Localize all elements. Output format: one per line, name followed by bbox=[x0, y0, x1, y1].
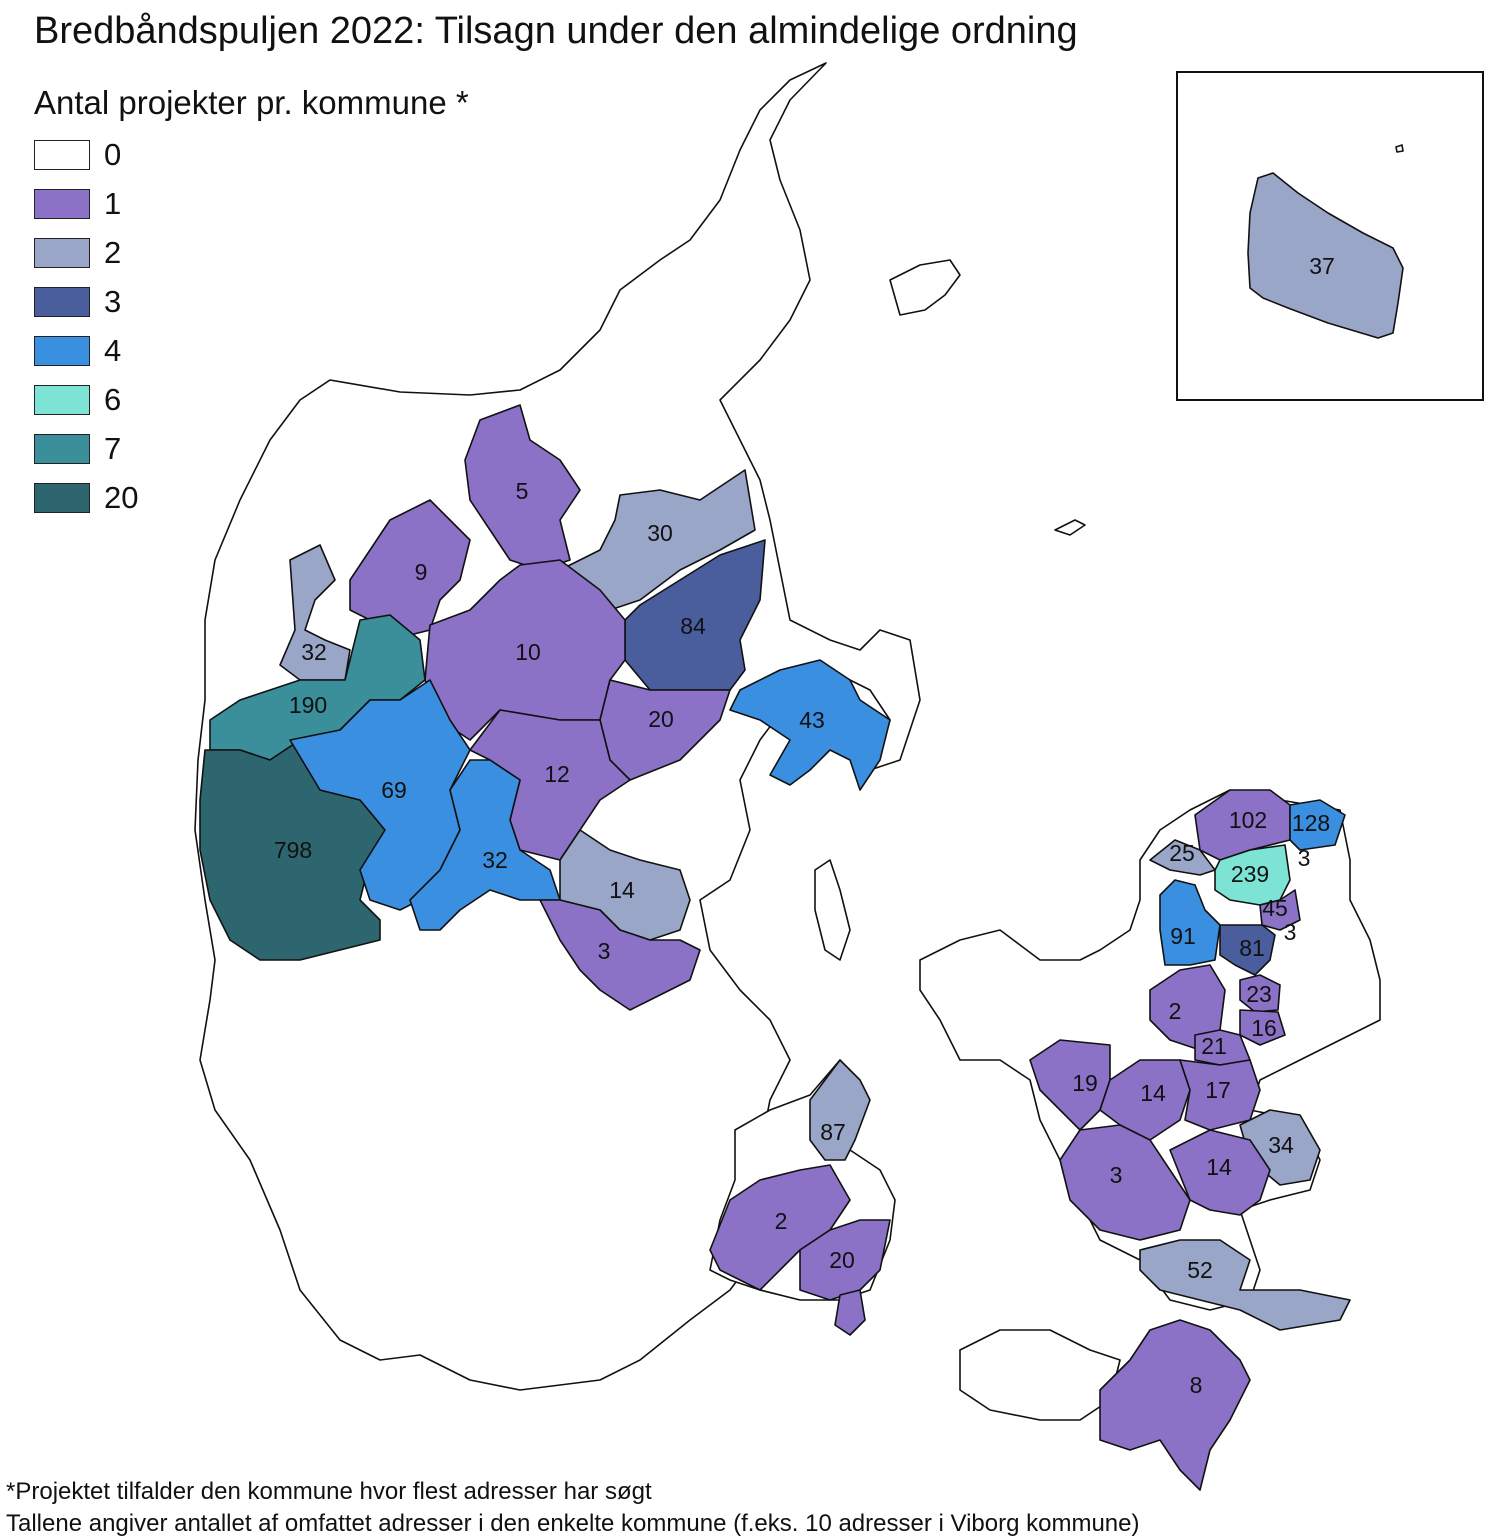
island-laesoe bbox=[889, 259, 961, 316]
label-rudersdal: 3 bbox=[1284, 919, 1297, 945]
label-jammerbugt: 30 bbox=[647, 520, 673, 546]
region-helsingoer bbox=[1289, 799, 1346, 851]
bornholm-inset: 37 bbox=[1176, 71, 1484, 401]
region-thisted bbox=[464, 404, 581, 571]
label-greve: 21 bbox=[1201, 1033, 1227, 1059]
label-ikast: 32 bbox=[482, 847, 508, 873]
region-hilleroed bbox=[1214, 844, 1291, 906]
region-langeland bbox=[834, 1289, 866, 1336]
legend-swatch bbox=[34, 139, 90, 170]
bornholm-map: 37 bbox=[1247, 144, 1404, 339]
label-frederikssund: 91 bbox=[1170, 923, 1196, 949]
legend-label: 0 bbox=[104, 136, 122, 172]
label-morsoe: 9 bbox=[415, 559, 428, 585]
legend: Antal projekter pr. kommune * 0 1 2 3 4 … bbox=[34, 84, 469, 522]
region-jammerbugt bbox=[559, 469, 756, 611]
region-nyborg bbox=[809, 1059, 871, 1161]
label-svendborg: 20 bbox=[829, 1247, 855, 1273]
legend-label: 3 bbox=[104, 283, 122, 319]
region-ikast bbox=[409, 759, 561, 931]
region-djursland bbox=[729, 659, 891, 791]
label-djursland: 43 bbox=[799, 707, 825, 733]
region-bornholm bbox=[1247, 172, 1404, 339]
label-guldborgsund: 8 bbox=[1190, 1372, 1203, 1398]
label-roskilde: 2 bbox=[1169, 998, 1182, 1024]
label-faxe: 14 bbox=[1206, 1154, 1232, 1180]
island-anholt bbox=[1054, 519, 1086, 536]
label-vordingborg: 52 bbox=[1187, 1257, 1213, 1283]
label-egedal: 81 bbox=[1239, 935, 1265, 961]
legend-label: 6 bbox=[104, 381, 122, 417]
label-stevns: 34 bbox=[1268, 1132, 1294, 1158]
footnote-line2: Tallene angiver antallet af omfattet adr… bbox=[6, 1510, 1140, 1537]
label-holbaek: 19 bbox=[1072, 1070, 1098, 1096]
legend-item: 1 bbox=[34, 179, 469, 228]
legend-swatch bbox=[34, 237, 90, 268]
label-soroe: 14 bbox=[1140, 1080, 1166, 1106]
legend-swatch bbox=[34, 335, 90, 366]
label-ringkoebing: 798 bbox=[274, 837, 312, 863]
label-viborg: 10 bbox=[515, 639, 541, 665]
legend-item: 2 bbox=[34, 228, 469, 277]
label-fredensborg: 3 bbox=[1298, 845, 1311, 871]
legend-title: Antal projekter pr. kommune * bbox=[34, 84, 469, 121]
footnote-line1: *Projektet tilfalder den kommune hvor fl… bbox=[6, 1478, 652, 1505]
legend-swatch bbox=[34, 286, 90, 317]
region-soroe bbox=[1099, 1059, 1191, 1141]
label-faaborg: 2 bbox=[775, 1208, 788, 1234]
lolland-landmass bbox=[959, 1329, 1121, 1421]
region-faxe bbox=[1169, 1129, 1271, 1216]
legend-item: 3 bbox=[34, 277, 469, 326]
legend-label: 1 bbox=[104, 185, 122, 221]
legend-item: 20 bbox=[34, 473, 469, 522]
legend-label: 20 bbox=[104, 479, 139, 515]
label-horsens: 3 bbox=[598, 938, 611, 964]
region-furesoe bbox=[1239, 974, 1281, 1013]
region-guldborgsund bbox=[1099, 1319, 1251, 1491]
legend-label: 7 bbox=[104, 430, 122, 466]
label-nyborg: 87 bbox=[820, 1119, 846, 1145]
label-silkeborg: 12 bbox=[544, 761, 570, 787]
legend-item: 7 bbox=[34, 424, 469, 473]
label-randers: 20 bbox=[648, 706, 674, 732]
region-vordingborg bbox=[1139, 1239, 1351, 1331]
legend-swatch bbox=[34, 482, 90, 513]
region-horsens bbox=[539, 899, 701, 1011]
label-gribskov: 102 bbox=[1229, 807, 1267, 833]
legend-swatch bbox=[34, 384, 90, 415]
legend-item: 4 bbox=[34, 326, 469, 375]
label-holstebro: 190 bbox=[289, 692, 327, 718]
region-glostrup bbox=[1239, 1009, 1286, 1046]
label-alleroed: 45 bbox=[1262, 895, 1288, 921]
legend-label: 2 bbox=[104, 234, 122, 270]
label-vesthimmerland: 84 bbox=[680, 613, 706, 639]
region-lemvig bbox=[279, 544, 351, 681]
region-svendborg bbox=[799, 1219, 891, 1301]
label-hilleroed: 239 bbox=[1231, 861, 1269, 887]
island-samsoe bbox=[814, 859, 851, 961]
label-glostrup: 16 bbox=[1251, 1015, 1277, 1041]
label-helsingoer: 128 bbox=[1292, 810, 1330, 836]
map-labels: 5 30 84 9 32 10 20 43 190 69 798 12 32 1… bbox=[274, 478, 1330, 1398]
island-ertholmene bbox=[1395, 144, 1404, 153]
region-egedal bbox=[1219, 924, 1276, 976]
legend-swatch bbox=[34, 433, 90, 464]
region-frederikssund bbox=[1159, 879, 1221, 966]
label-thisted: 5 bbox=[516, 478, 529, 504]
legend-item: 0 bbox=[34, 130, 469, 179]
label-lemvig: 32 bbox=[301, 639, 327, 665]
label-naestved: 3 bbox=[1110, 1162, 1123, 1188]
label-halsnaes: 25 bbox=[1169, 840, 1195, 866]
label-herning: 69 bbox=[381, 777, 407, 803]
label-furesoe: 23 bbox=[1246, 981, 1272, 1007]
legend-item: 6 bbox=[34, 375, 469, 424]
label-bornholm: 37 bbox=[1309, 253, 1335, 279]
label-skanderborg: 14 bbox=[609, 877, 635, 903]
map-title: Bredbåndspuljen 2022: Tilsagn under den … bbox=[34, 10, 1078, 52]
legend-swatch bbox=[34, 188, 90, 219]
label-koege: 17 bbox=[1205, 1077, 1231, 1103]
legend-label: 4 bbox=[104, 332, 122, 368]
